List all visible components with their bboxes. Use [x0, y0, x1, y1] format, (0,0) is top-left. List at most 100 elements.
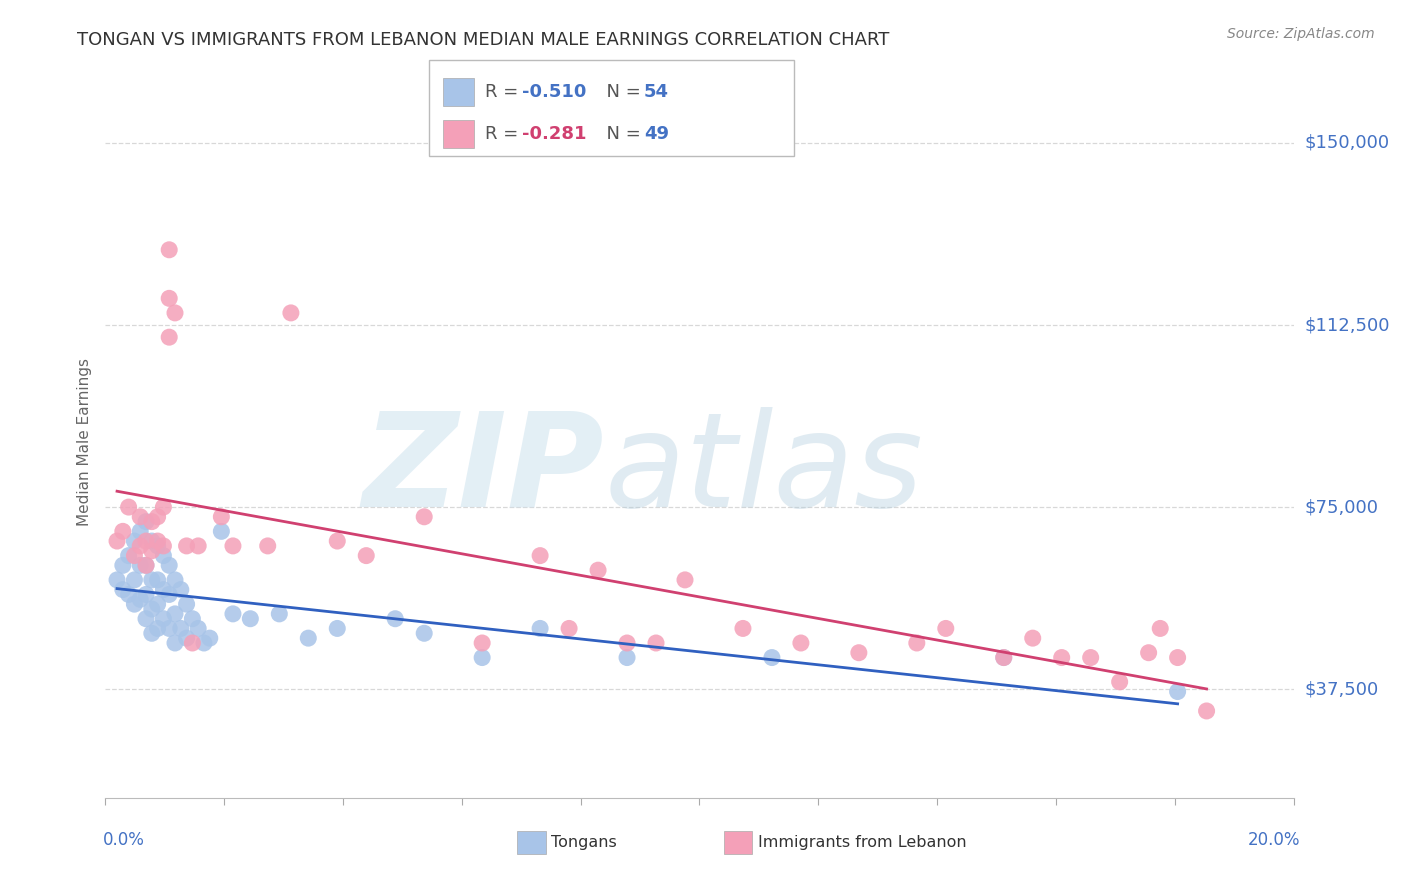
Point	[146, 534, 169, 549]
Point	[152, 612, 174, 626]
Point	[124, 573, 146, 587]
Point	[280, 306, 302, 320]
Point	[117, 587, 139, 601]
Point	[731, 622, 754, 636]
Point	[222, 539, 245, 553]
Point	[413, 509, 436, 524]
Point	[239, 612, 262, 626]
Text: N =: N =	[595, 83, 647, 101]
Point	[193, 636, 215, 650]
Point	[1137, 646, 1160, 660]
Point	[269, 607, 291, 621]
Point	[124, 597, 146, 611]
Text: atlas: atlas	[605, 407, 924, 533]
Point	[163, 573, 186, 587]
Text: ZIP: ZIP	[363, 407, 605, 533]
Point	[1080, 650, 1102, 665]
Point	[673, 573, 696, 587]
Point	[135, 558, 157, 573]
Point	[529, 622, 551, 636]
Point	[141, 543, 163, 558]
Point	[413, 626, 436, 640]
Point	[135, 587, 157, 601]
Text: Immigrants from Lebanon: Immigrants from Lebanon	[758, 835, 966, 849]
Point	[326, 622, 349, 636]
Point	[111, 558, 134, 573]
Text: R =: R =	[485, 125, 524, 143]
Point	[141, 602, 163, 616]
Text: TONGAN VS IMMIGRANTS FROM LEBANON MEDIAN MALE EARNINGS CORRELATION CHART: TONGAN VS IMMIGRANTS FROM LEBANON MEDIAN…	[77, 31, 890, 49]
Point	[129, 558, 152, 573]
Point	[993, 650, 1015, 665]
Point	[163, 306, 186, 320]
Point	[146, 539, 169, 553]
Point	[157, 330, 180, 344]
Text: $75,000: $75,000	[1305, 498, 1379, 516]
Point	[848, 646, 870, 660]
Point	[558, 622, 581, 636]
Point	[124, 549, 146, 563]
Point	[170, 582, 193, 597]
Point	[135, 612, 157, 626]
Point	[187, 622, 209, 636]
Point	[135, 515, 157, 529]
Point	[141, 515, 163, 529]
Point	[146, 622, 169, 636]
Point	[157, 622, 180, 636]
Text: -0.510: -0.510	[522, 83, 586, 101]
Point	[616, 650, 638, 665]
Point	[157, 558, 180, 573]
Point	[384, 612, 406, 626]
Point	[176, 597, 198, 611]
Point	[187, 539, 209, 553]
Point	[209, 509, 232, 524]
Point	[1149, 622, 1171, 636]
Point	[135, 534, 157, 549]
Point	[141, 573, 163, 587]
Point	[152, 582, 174, 597]
Point	[256, 539, 278, 553]
Point	[129, 539, 152, 553]
Point	[129, 592, 152, 607]
Point	[157, 587, 180, 601]
Text: $150,000: $150,000	[1305, 134, 1389, 152]
Text: 0.0%: 0.0%	[103, 831, 145, 849]
Point	[209, 524, 232, 539]
Point	[1195, 704, 1218, 718]
Point	[152, 549, 174, 563]
Point	[790, 636, 813, 650]
Point	[761, 650, 783, 665]
Text: R =: R =	[485, 83, 524, 101]
Y-axis label: Median Male Earnings: Median Male Earnings	[76, 358, 91, 525]
Point	[124, 534, 146, 549]
Point	[222, 607, 245, 621]
Text: $37,500: $37,500	[1305, 680, 1379, 698]
Point	[117, 549, 139, 563]
Text: Tongans: Tongans	[551, 835, 617, 849]
Point	[111, 582, 134, 597]
Point	[181, 636, 204, 650]
Point	[586, 563, 609, 577]
Point	[935, 622, 957, 636]
Point	[616, 636, 638, 650]
Point	[141, 626, 163, 640]
Point	[152, 539, 174, 553]
Point	[170, 622, 193, 636]
Point	[471, 650, 494, 665]
Text: $112,500: $112,500	[1305, 316, 1391, 334]
Point	[1167, 684, 1189, 698]
Point	[117, 500, 139, 514]
Point	[146, 597, 169, 611]
Point	[135, 558, 157, 573]
Point	[111, 524, 134, 539]
Text: Source: ZipAtlas.com: Source: ZipAtlas.com	[1227, 27, 1375, 41]
Point	[326, 534, 349, 549]
Point	[176, 631, 198, 645]
Point	[181, 612, 204, 626]
Point	[129, 524, 152, 539]
Point	[105, 534, 128, 549]
Point	[176, 539, 198, 553]
Point	[105, 573, 128, 587]
Point	[993, 650, 1015, 665]
Point	[141, 534, 163, 549]
